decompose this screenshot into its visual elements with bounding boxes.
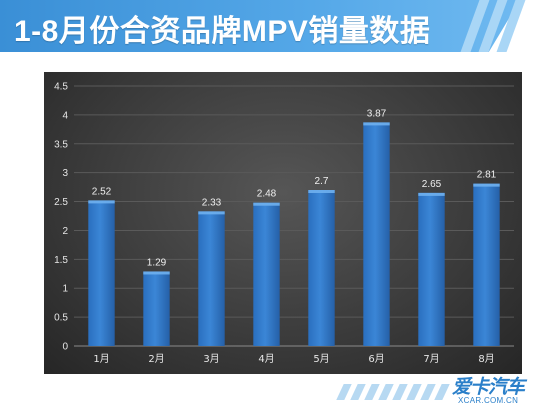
bar-cap [253,202,280,206]
header-banner: 1-8月份合资品牌MPV销量数据 [0,0,550,62]
header-band [0,0,520,52]
bar [363,122,390,347]
y-tick-label: 3 [62,168,68,179]
bar-cap [473,183,500,187]
bar [308,190,335,346]
footer-decor [300,384,470,400]
footer-decor-stripe [378,384,394,400]
x-tick-label: 6月 [368,353,384,365]
bar-cap [88,200,115,204]
logo-subtext: XCAR.COM.CN [458,396,519,405]
xcar-logo: 爱卡汽车 XCAR.COM.CN [452,372,548,408]
bar [473,183,500,346]
footer-decor-stripe [406,384,422,400]
footer-decor-stripe [364,384,380,400]
bar-cap [363,122,390,126]
page-title: 1-8月份合资品牌MPV销量数据 [14,15,431,48]
x-tick-label: 8月 [478,353,494,365]
bar-cap [143,271,170,275]
data-label: 2.7 [315,176,329,187]
data-label: 2.65 [422,179,442,190]
y-tick-label: 2.5 [54,197,68,208]
y-tick-label: 1.5 [54,255,68,266]
x-tick-label: 7月 [423,353,439,365]
data-label: 3.87 [367,108,387,119]
data-label: 2.33 [202,197,222,208]
y-tick-label: 0 [62,342,68,353]
y-tick-label: 0.5 [54,313,68,324]
x-tick-label: 2月 [148,353,164,365]
footer-decor-stripe [420,384,436,400]
y-tick-label: 2 [62,226,68,237]
bar-cap [308,190,335,193]
y-tick-label: 4 [62,110,68,121]
data-label: 2.52 [92,186,112,197]
chart-panel: 0 0.5 1 1.5 2 2.5 3 3.5 4 4.5 2.52 1月 1.29 2月 2.33 3月 2.… [44,72,522,374]
y-tick-label: 3.5 [54,139,68,150]
bar [418,192,445,346]
x-tick-label: 5月 [313,353,329,365]
data-label: 1.29 [147,257,167,268]
bar [143,271,170,346]
data-label: 2.48 [257,189,277,200]
data-label: 2.81 [477,170,497,181]
y-tick-label: 4.5 [54,82,68,93]
footer-decor-stripe [350,384,366,400]
bar-cap [418,192,445,196]
bar [88,200,115,346]
bar-cap [198,211,225,215]
bar-chart: 0 0.5 1 1.5 2 2.5 3 3.5 4 4.5 2.52 1月 1.29 2月 2.33 3月 2.… [54,82,514,365]
bar [198,211,225,346]
bar [253,202,280,346]
logo-wordmark: 爱卡汽车 [452,377,525,398]
x-tick-label: 3月 [203,353,219,365]
footer-decor-stripe [336,384,352,400]
y-tick-label: 1 [62,284,68,295]
footer-decor-stripe [392,384,408,400]
x-tick-label: 4月 [258,353,274,365]
footer-decor-stripe [434,384,450,400]
x-tick-label: 1月 [93,353,109,365]
